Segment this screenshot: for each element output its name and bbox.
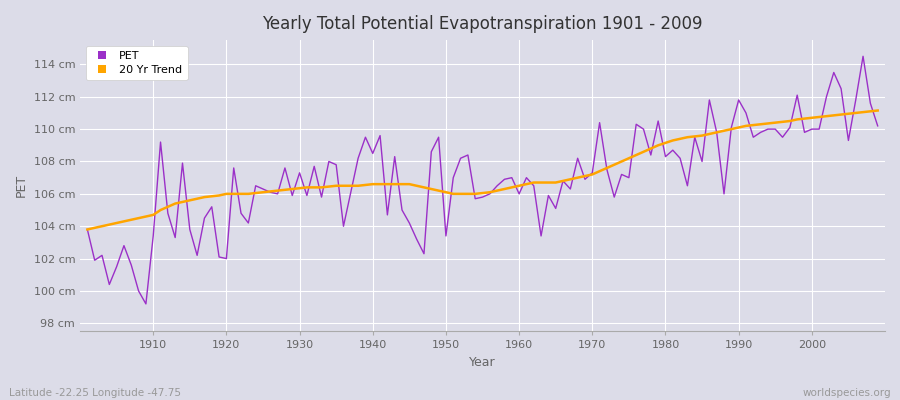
Title: Yearly Total Potential Evapotranspiration 1901 - 2009: Yearly Total Potential Evapotranspiratio…	[262, 15, 703, 33]
Text: Latitude -22.25 Longitude -47.75: Latitude -22.25 Longitude -47.75	[9, 388, 181, 398]
Y-axis label: PET: PET	[15, 174, 28, 197]
Legend: PET, 20 Yr Trend: PET, 20 Yr Trend	[86, 46, 187, 80]
Text: worldspecies.org: worldspecies.org	[803, 388, 891, 398]
X-axis label: Year: Year	[469, 356, 496, 369]
